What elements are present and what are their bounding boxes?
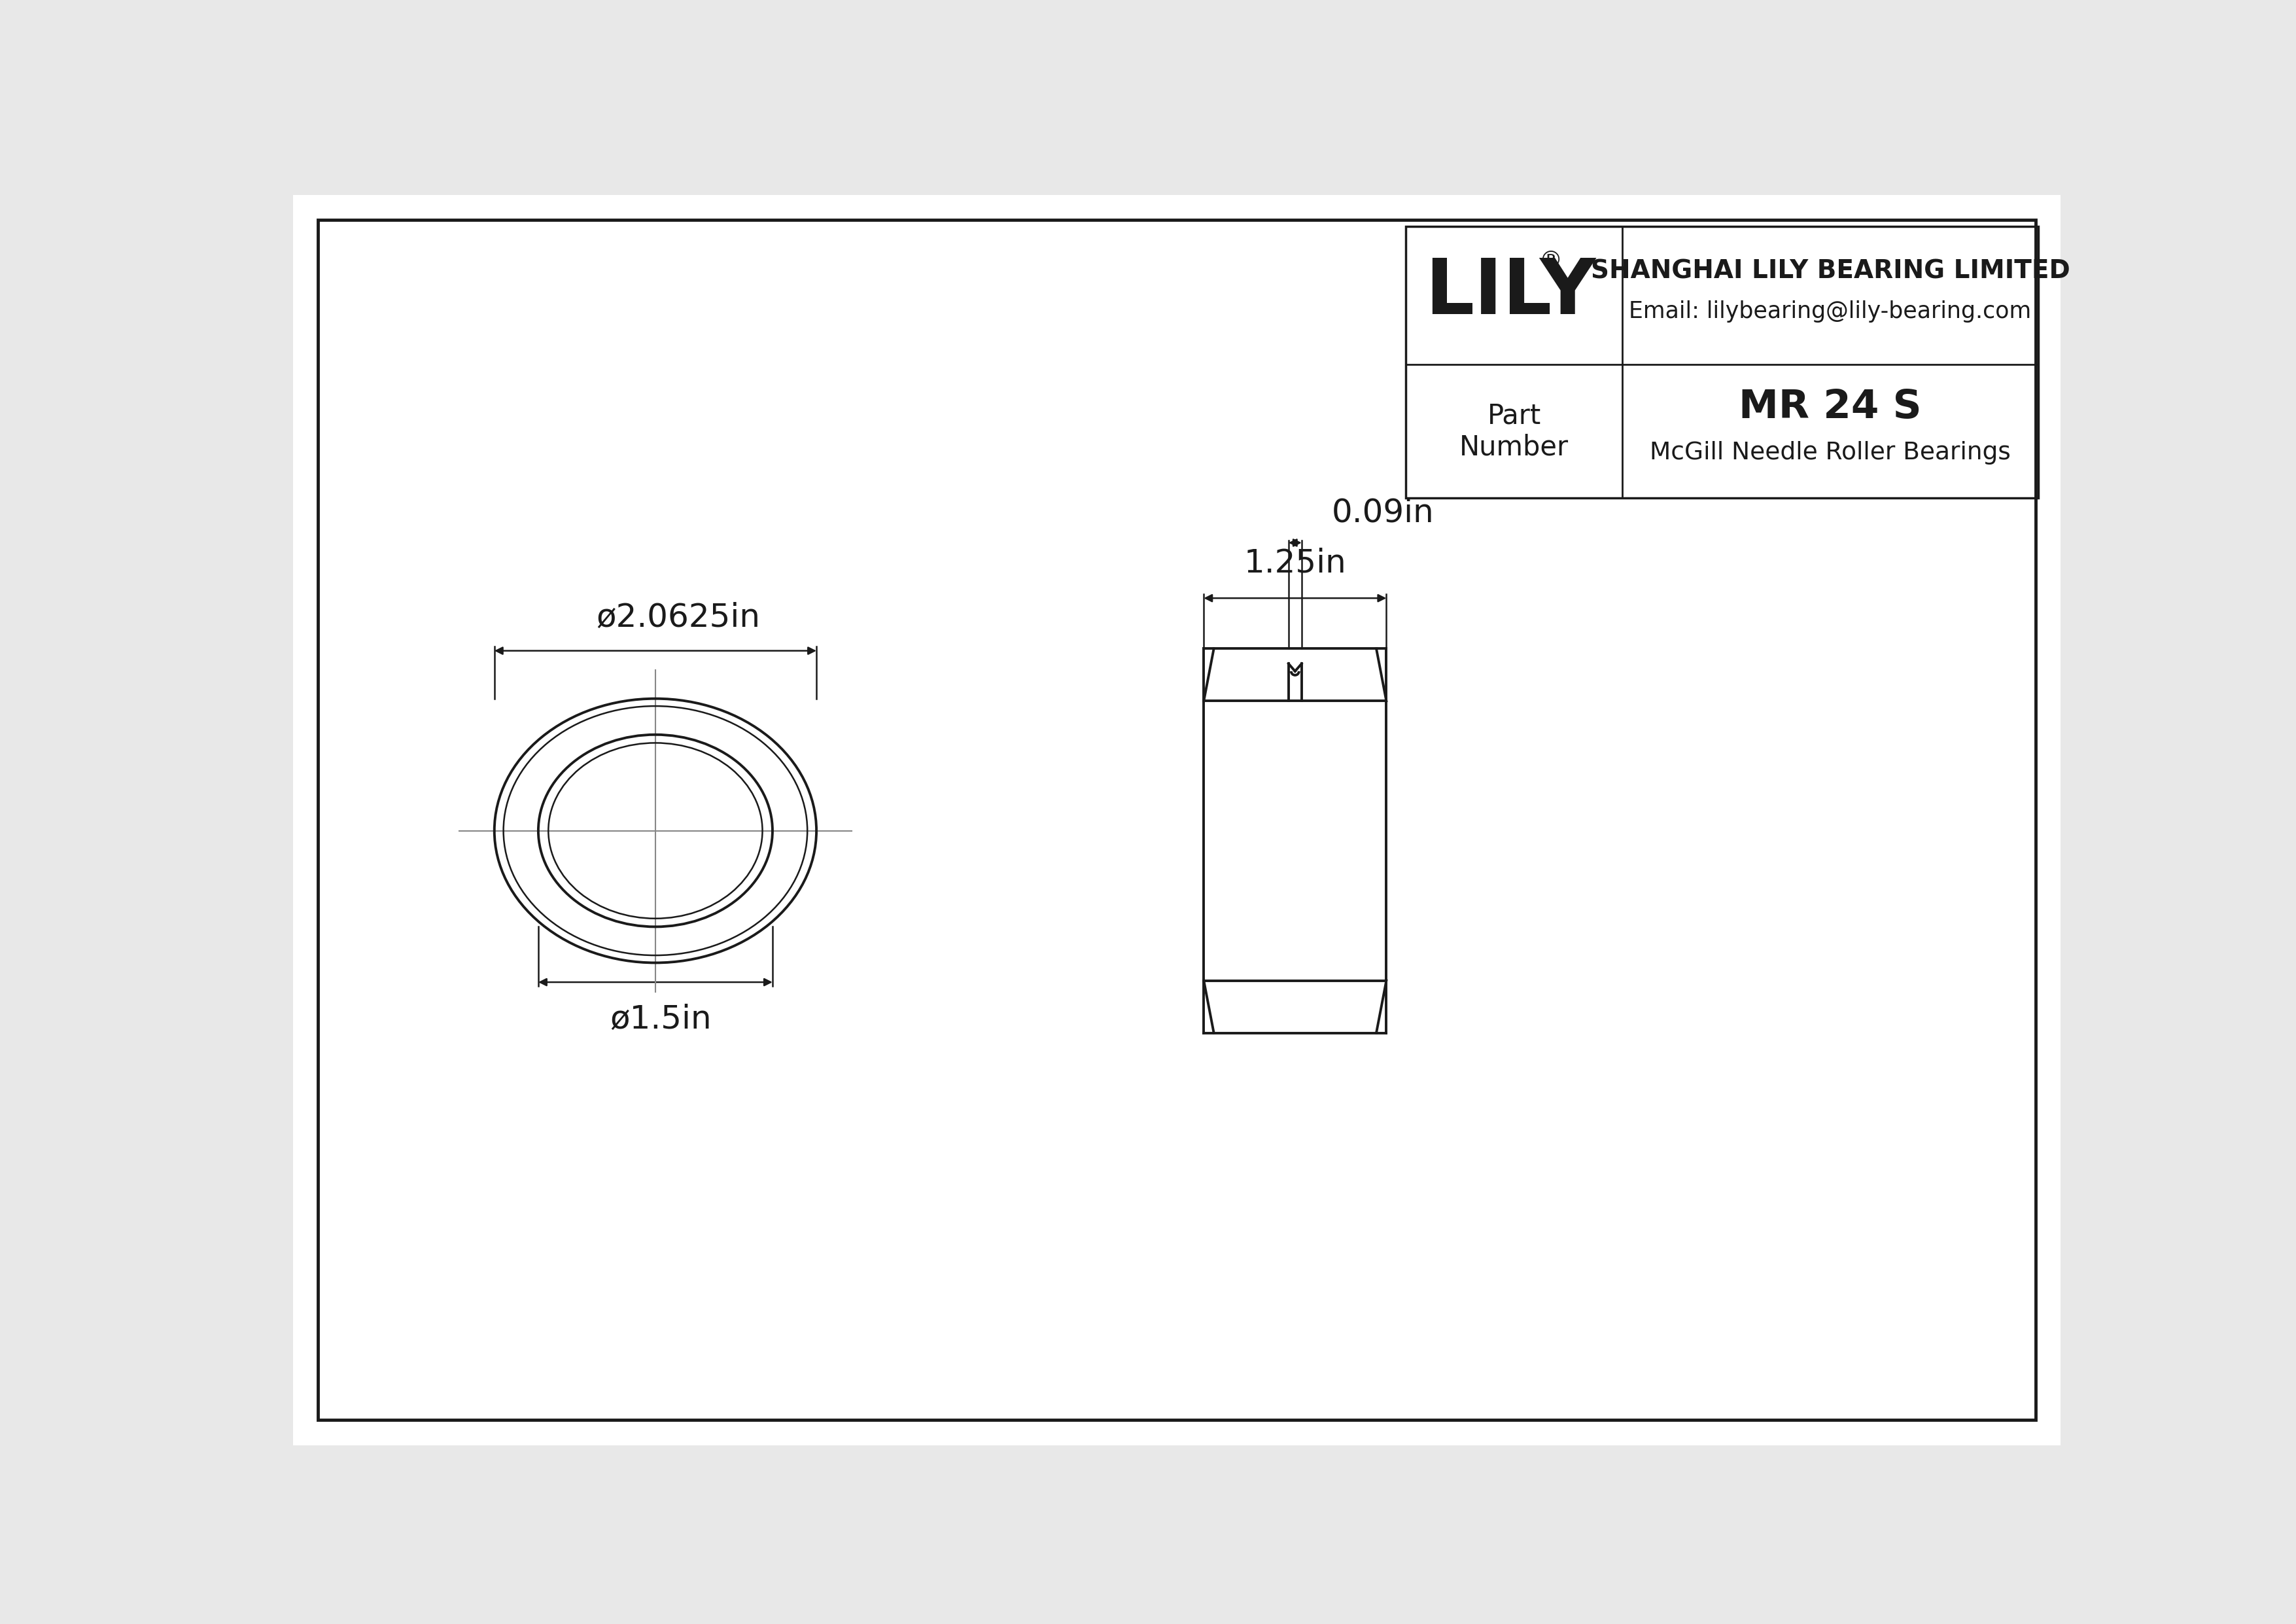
- Polygon shape: [1766, 362, 1922, 463]
- Ellipse shape: [1789, 442, 1899, 486]
- Text: McGill Needle Roller Bearings: McGill Needle Roller Bearings: [1651, 440, 2011, 464]
- Bar: [1405, 226, 2039, 499]
- Text: Part
Number: Part Number: [1460, 401, 1568, 461]
- Text: 1.25in: 1.25in: [1244, 547, 1345, 580]
- Ellipse shape: [1766, 432, 1922, 494]
- Text: SHANGHAI LILY BEARING LIMITED: SHANGHAI LILY BEARING LIMITED: [1591, 258, 2071, 284]
- Text: LILY: LILY: [1424, 255, 1596, 331]
- Ellipse shape: [1818, 453, 1869, 473]
- Text: 0.09in: 0.09in: [1332, 497, 1435, 529]
- Text: ø1.5in: ø1.5in: [608, 1004, 712, 1034]
- Text: ø2.0625in: ø2.0625in: [597, 603, 760, 633]
- Text: ®: ®: [1538, 250, 1564, 273]
- Text: Email: lilybearing@lily-bearing.com: Email: lilybearing@lily-bearing.com: [1628, 300, 2032, 323]
- Ellipse shape: [1766, 331, 1922, 393]
- Text: MR 24 S: MR 24 S: [1738, 388, 1922, 427]
